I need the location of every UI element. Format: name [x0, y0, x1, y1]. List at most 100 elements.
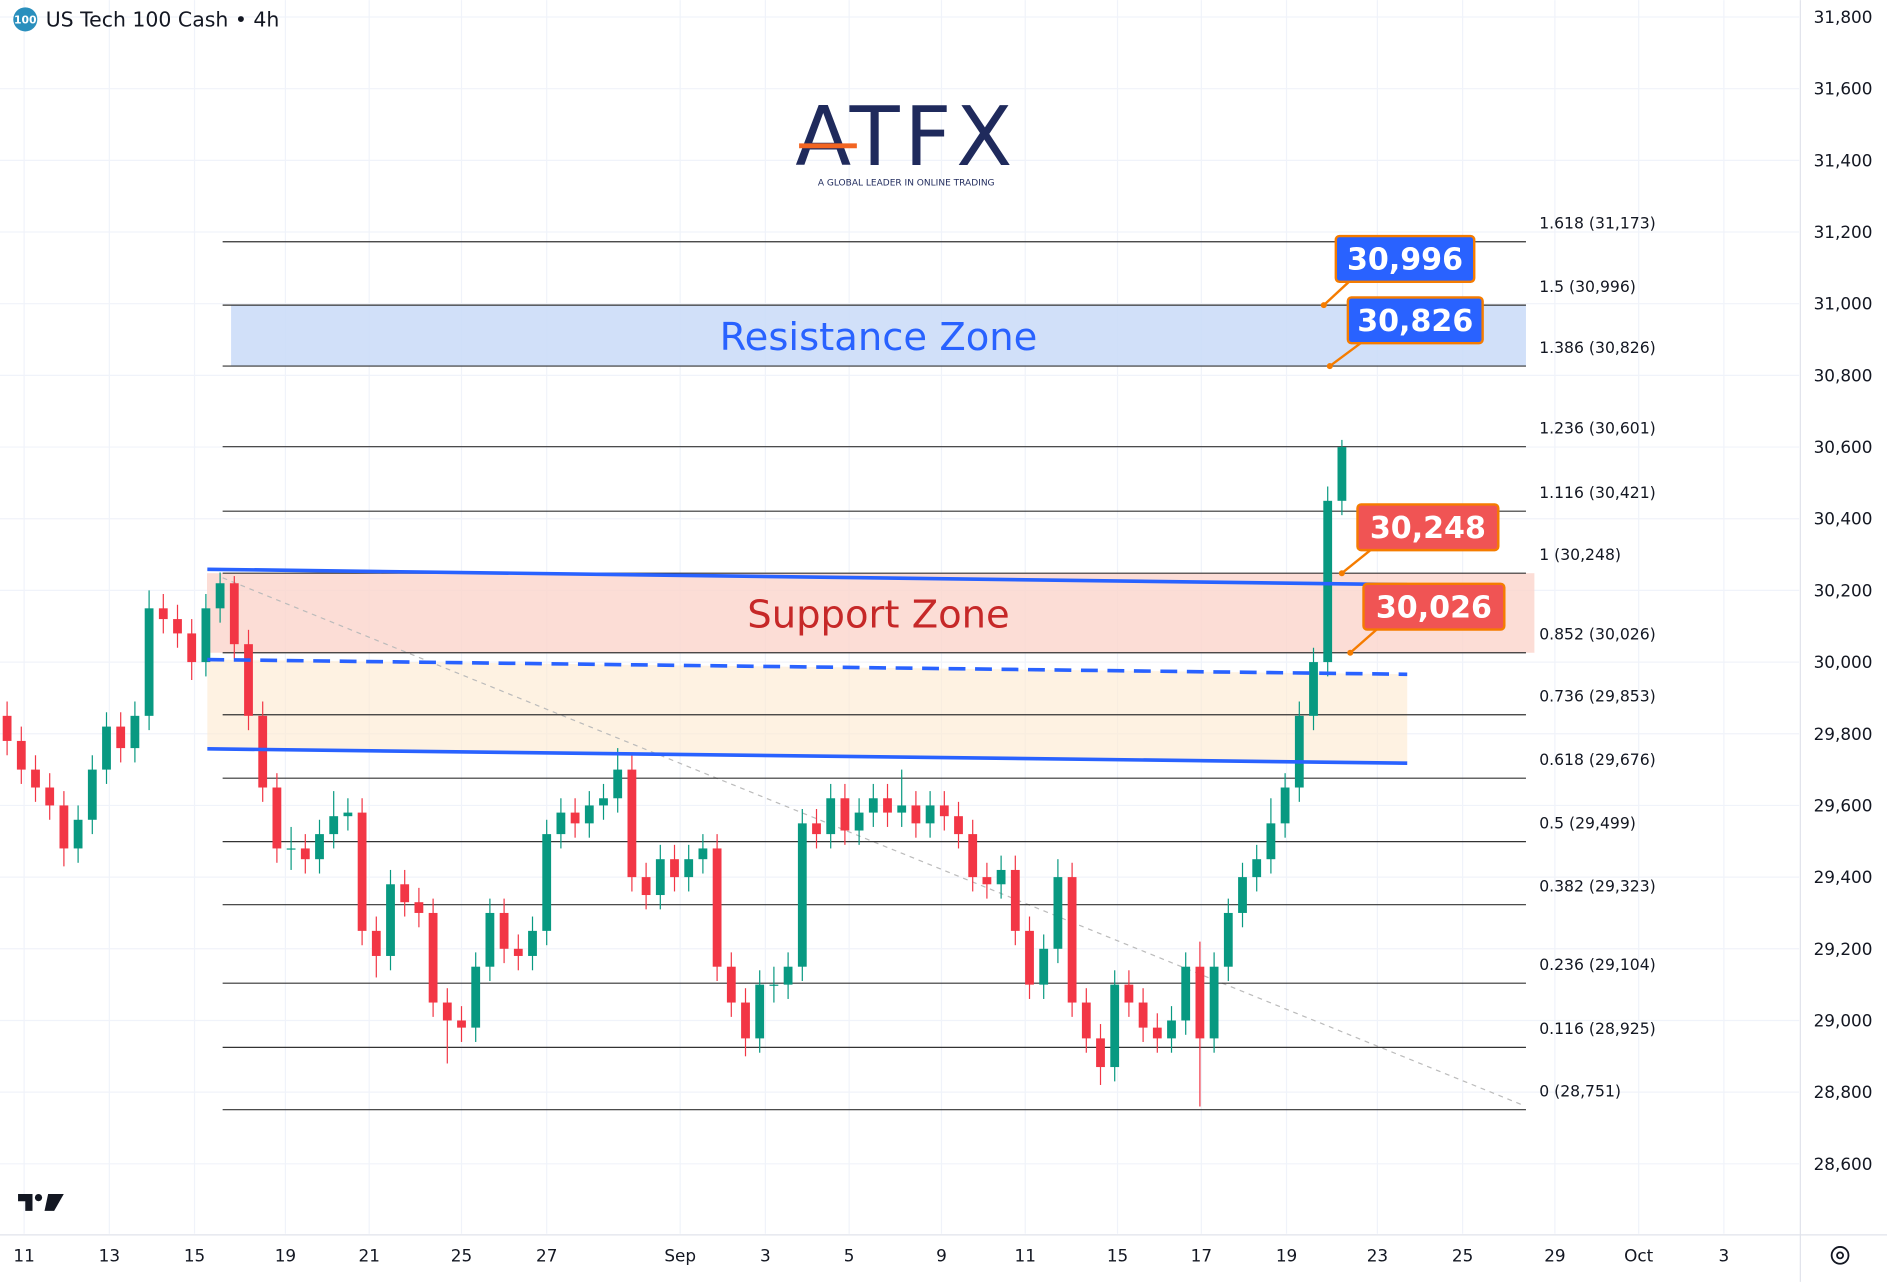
candle-body — [414, 902, 424, 913]
candle-body — [769, 984, 779, 986]
candle-body — [201, 608, 211, 663]
callout-pointer — [1349, 627, 1379, 654]
callout-box — [1346, 296, 1484, 345]
zones: Resistance Zone Support Zone — [206, 305, 1535, 764]
candle-body — [925, 805, 935, 824]
fib-label: 1 (30,248) — [1539, 545, 1621, 564]
fib-levels: 1.618 (31,173) 1.5 (30,996) 1.386 (30,826)… — [222, 213, 1656, 1111]
fib-label: 0.852 (30,026) — [1539, 625, 1656, 644]
callout-label: 30,026 — [1376, 591, 1492, 626]
callout-pointer — [1341, 547, 1373, 575]
candle-body — [187, 633, 197, 663]
overlay: 30,996 30,826 30,248 30,026 — [207, 234, 1506, 765]
candle-body — [102, 726, 111, 770]
candle-body — [442, 1002, 452, 1021]
candle-body — [996, 869, 1006, 885]
candle-body — [670, 859, 679, 878]
tv-logo-part — [44, 1193, 64, 1211]
candle-body — [1323, 500, 1333, 663]
candle-body — [897, 805, 907, 813]
callout-pointer — [1322, 279, 1352, 307]
candle-body — [1124, 984, 1134, 1003]
candle-body — [755, 984, 765, 1039]
candle-body — [826, 798, 836, 835]
candle-body — [911, 805, 921, 824]
symbol-badge — [13, 7, 38, 32]
y-tick-label: 29,400 — [1814, 867, 1873, 887]
callout-box — [1362, 582, 1506, 631]
fib-label: 1.5 (30,996) — [1539, 277, 1636, 296]
y-tick-label: 28,600 — [1814, 1154, 1873, 1174]
callout-anchor — [1338, 570, 1345, 577]
x-tick-label: Oct — [1624, 1245, 1653, 1265]
tv-logo-part — [18, 1193, 33, 1211]
callout-box — [1356, 503, 1500, 552]
settings-icon-core[interactable] — [1836, 1251, 1844, 1260]
x-tick-label: 25 — [451, 1245, 472, 1265]
candle-body — [1110, 984, 1120, 1068]
candle-body — [655, 859, 665, 896]
y-tick-label: 29,600 — [1814, 795, 1873, 815]
candle-body — [1309, 662, 1318, 716]
candle-body — [528, 930, 537, 956]
callout-anchor — [1320, 302, 1327, 309]
y-tick-label: 31,400 — [1814, 150, 1873, 170]
candle-body — [386, 884, 395, 956]
x-tick-label: 11 — [13, 1245, 34, 1265]
tv-logo-part — [34, 1193, 43, 1202]
y-tick-label: 31,200 — [1814, 222, 1873, 242]
zone-label: Resistance Zone — [720, 315, 1038, 360]
y-tick-label: 31,800 — [1814, 7, 1873, 27]
candle-body — [1337, 447, 1347, 501]
candle-body — [286, 848, 296, 850]
zone-label: Support Zone — [747, 592, 1009, 637]
candle-body — [726, 966, 736, 1003]
candle-body — [215, 583, 225, 609]
candle-body — [400, 884, 410, 903]
candle-body — [1195, 966, 1205, 1039]
x-tick-label: 3 — [760, 1245, 771, 1265]
candle-body — [16, 740, 26, 770]
candle-body — [968, 834, 978, 878]
candle-body — [513, 948, 523, 956]
candle-body — [116, 726, 126, 749]
candle-body — [1039, 948, 1049, 985]
y-tick-label: 29,000 — [1814, 1010, 1873, 1030]
candle-body — [1152, 1027, 1162, 1039]
y-tick-label: 29,800 — [1814, 724, 1873, 744]
x-tick-label: 3 — [1719, 1245, 1730, 1265]
y-tick-label: 29,200 — [1814, 939, 1873, 959]
callout-label: 30,248 — [1370, 511, 1486, 546]
candle-body — [1280, 787, 1290, 824]
candle-body — [329, 816, 339, 835]
channel-line — [207, 657, 1408, 677]
candle-body — [1096, 1038, 1105, 1068]
callout-label: 30,826 — [1357, 304, 1473, 339]
candle-body — [2, 715, 12, 741]
candle-body — [627, 769, 637, 878]
candle-body — [883, 798, 892, 813]
x-tick-label: 11 — [1015, 1245, 1036, 1265]
candle-body — [939, 805, 949, 817]
symbol-badge-text: 100 — [14, 14, 37, 27]
chart-title: US Tech 100 Cash • 4h — [46, 8, 280, 32]
x-tick-label: 15 — [1107, 1245, 1128, 1265]
fib-label: 1.618 (31,173) — [1539, 213, 1656, 232]
candle-body — [641, 877, 651, 896]
x-tick-label: 15 — [184, 1245, 205, 1265]
logo-tagline: A GLOBAL LEADER IN ONLINE TRADING — [818, 178, 995, 188]
candle-body — [229, 583, 239, 645]
candle-body — [343, 812, 353, 817]
fib-label: 0 (28,751) — [1539, 1081, 1621, 1100]
settings-icon-ring[interactable] — [1830, 1246, 1850, 1265]
fib-label: 0.382 (29,323) — [1539, 876, 1656, 895]
settings-icon[interactable] — [1830, 1246, 1850, 1265]
trend-line — [222, 577, 1523, 1106]
fib-label: 1.116 (30,421) — [1539, 483, 1656, 502]
candle-body — [485, 912, 495, 967]
fib-label: 0.116 (28,925) — [1539, 1019, 1656, 1038]
candle-body — [1209, 966, 1219, 1039]
y-tick-label: 30,200 — [1814, 580, 1873, 600]
candle-body — [542, 834, 552, 931]
